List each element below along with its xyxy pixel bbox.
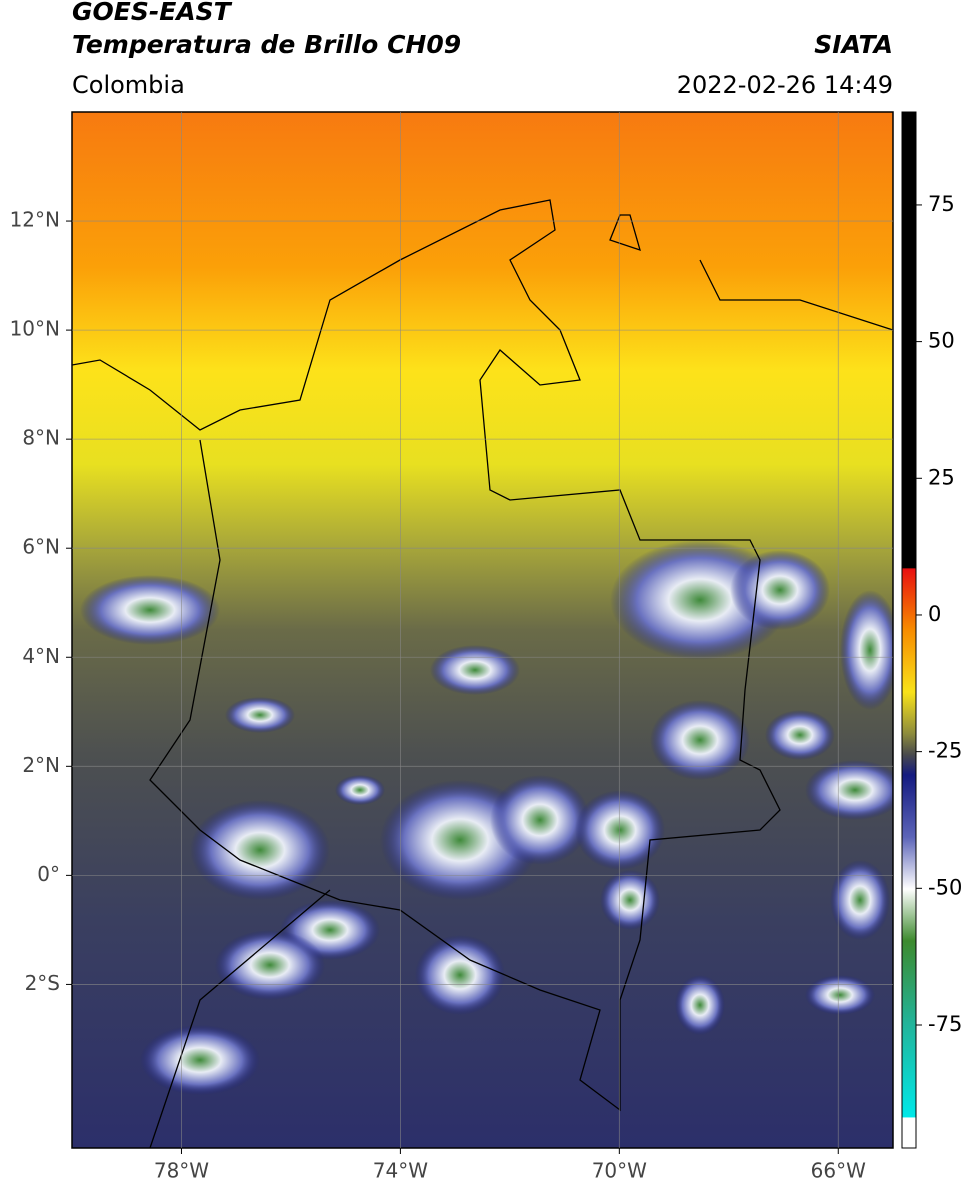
lat-tick-label: 0° xyxy=(37,862,60,886)
product: Temperatura de Brillo CH09 xyxy=(72,30,461,59)
lat-tick-label: 6°N xyxy=(22,535,60,559)
satellite: GOES-EAST xyxy=(72,0,233,26)
lat-tick-label: 2°S xyxy=(25,971,60,995)
map-frame xyxy=(71,111,894,1149)
lon-tick-label: 78°W xyxy=(154,1159,209,1183)
lat-tick-label: 12°N xyxy=(10,208,60,232)
colorbar-tick-label: -25 xyxy=(928,739,962,763)
lon-tick-label: 74°W xyxy=(373,1159,428,1183)
datetime: 2022-02-26 14:49 xyxy=(677,71,893,99)
borders xyxy=(72,199,893,1148)
colorbar-tick-label: -50 xyxy=(928,875,962,899)
colorbar-tick-label: 25 xyxy=(928,465,955,489)
lon-tick-label: 70°W xyxy=(592,1159,647,1183)
lat-tick-label: 8°N xyxy=(22,426,60,450)
lat-tick-label: 10°N xyxy=(10,317,60,341)
colorbar-tick-label: -75 xyxy=(928,1012,962,1036)
lat-tick-label: 4°N xyxy=(22,644,60,668)
lon-tick-label: 66°W xyxy=(811,1159,866,1183)
region: Colombia xyxy=(72,71,185,99)
colorbar-tick-label: 0 xyxy=(928,602,941,626)
colorbar-tick-label: 50 xyxy=(928,329,955,353)
source: SIATA xyxy=(814,30,893,59)
colorbar-tick-label: 75 xyxy=(928,192,955,216)
colorbar xyxy=(901,111,917,1149)
imagery xyxy=(72,112,893,1148)
lat-tick-label: 2°N xyxy=(22,753,60,777)
